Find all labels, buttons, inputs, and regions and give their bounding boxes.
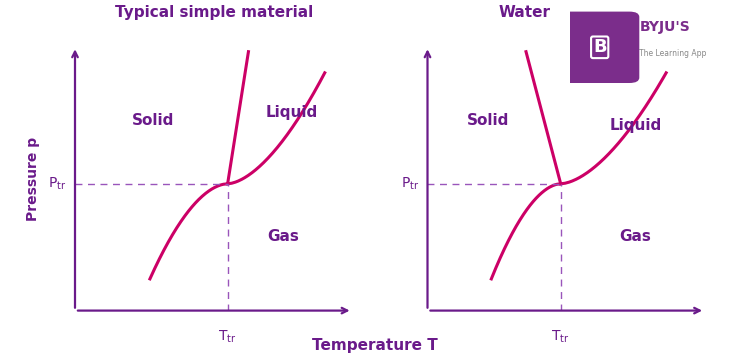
- Text: Liquid: Liquid: [610, 118, 662, 133]
- Text: BYJU'S: BYJU'S: [639, 20, 690, 34]
- Text: Solid: Solid: [131, 113, 174, 128]
- Text: Water: Water: [499, 5, 550, 20]
- FancyBboxPatch shape: [560, 12, 639, 83]
- Text: The Learning App: The Learning App: [639, 49, 706, 58]
- Text: Solid: Solid: [467, 113, 510, 128]
- Text: Gas: Gas: [620, 229, 652, 244]
- Text: Gas: Gas: [267, 229, 299, 244]
- Text: P$_\mathregular{tr}$: P$_\mathregular{tr}$: [48, 176, 67, 192]
- Text: T$_\mathregular{tr}$: T$_\mathregular{tr}$: [218, 329, 237, 346]
- Text: Liquid: Liquid: [266, 105, 317, 120]
- Text: Pressure p: Pressure p: [26, 136, 40, 221]
- Text: Temperature T: Temperature T: [312, 338, 438, 353]
- Text: B: B: [593, 38, 607, 56]
- Text: T$_\mathregular{tr}$: T$_\mathregular{tr}$: [551, 329, 570, 346]
- Text: P$_\mathregular{tr}$: P$_\mathregular{tr}$: [400, 176, 419, 192]
- Text: Typical simple material: Typical simple material: [115, 5, 313, 20]
